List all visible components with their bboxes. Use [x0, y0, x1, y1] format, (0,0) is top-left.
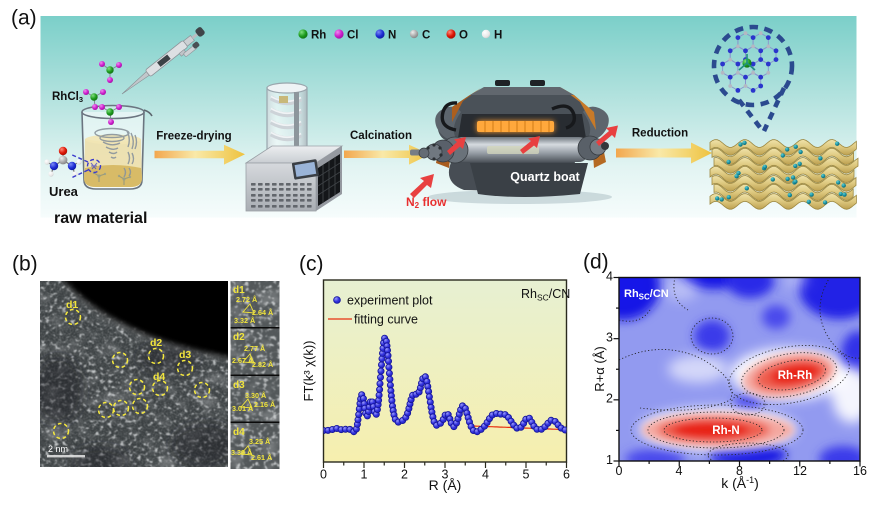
svg-text:5: 5 [523, 468, 530, 482]
svg-text:16: 16 [853, 464, 867, 478]
svg-text:2: 2 [606, 392, 613, 406]
svg-text:raw material: raw material [54, 210, 147, 227]
svg-text:2.77 Å: 2.77 Å [244, 344, 265, 353]
svg-text:4: 4 [606, 270, 613, 284]
svg-text:k (Å-1): k (Å-1) [721, 475, 759, 491]
svg-text:d1: d1 [66, 299, 78, 311]
svg-text:FT(k³ χ(k)): FT(k³ χ(k)) [301, 341, 316, 402]
svg-text:Reduction: Reduction [632, 128, 688, 140]
svg-text:1: 1 [361, 468, 368, 482]
svg-text:Rh-Rh: Rh-Rh [778, 370, 813, 382]
svg-text:Rh: Rh [311, 30, 326, 42]
svg-text:N2 flow: N2 flow [406, 195, 447, 210]
svg-text:Rh-N: Rh-N [712, 425, 739, 437]
svg-text:d3: d3 [179, 349, 191, 361]
svg-text:Urea: Urea [49, 184, 79, 199]
svg-text:2.72 Å: 2.72 Å [236, 295, 257, 304]
svg-text:12: 12 [793, 464, 807, 478]
svg-text:2.64 Å: 2.64 Å [252, 308, 273, 317]
svg-text:(a): (a) [11, 7, 37, 30]
svg-text:4: 4 [482, 468, 489, 482]
svg-text:2: 2 [401, 468, 408, 482]
svg-text:2.16 Å: 2.16 Å [254, 400, 275, 409]
svg-text:3.39 Å: 3.39 Å [231, 448, 252, 457]
svg-text:fitting curve: fitting curve [354, 313, 418, 327]
svg-text:R (Å): R (Å) [429, 477, 462, 493]
svg-text:d2: d2 [233, 332, 245, 343]
svg-text:O: O [459, 30, 468, 42]
svg-text:H: H [494, 30, 502, 42]
svg-text:3: 3 [606, 331, 613, 345]
svg-text:3.01 Å: 3.01 Å [232, 404, 253, 413]
svg-text:2.82 Å: 2.82 Å [252, 360, 273, 369]
svg-text:R+α (Å): R+α (Å) [592, 346, 607, 391]
svg-text:3: 3 [442, 468, 449, 482]
svg-text:2.67 Å: 2.67 Å [232, 356, 253, 365]
svg-text:(d): (d) [583, 251, 609, 274]
svg-text:Freeze-drying: Freeze-drying [156, 131, 231, 143]
svg-text:0: 0 [616, 464, 623, 478]
svg-text:Calcination: Calcination [350, 130, 412, 142]
svg-text:d2: d2 [150, 337, 162, 349]
svg-text:1: 1 [606, 453, 613, 467]
svg-text:3.25 Å: 3.25 Å [249, 437, 270, 446]
svg-text:N: N [388, 30, 396, 42]
svg-text:RhSC/CN: RhSC/CN [521, 287, 570, 303]
svg-text:d4: d4 [233, 427, 245, 438]
svg-text:(b): (b) [12, 253, 38, 276]
svg-text:2.61 Å: 2.61 Å [251, 453, 272, 462]
svg-text:RhCl3: RhCl3 [52, 91, 83, 104]
svg-text:Quartz boat: Quartz boat [510, 170, 580, 184]
svg-text:Cl: Cl [347, 30, 359, 42]
svg-text:2 nm: 2 nm [48, 444, 68, 454]
svg-text:d1: d1 [233, 285, 245, 296]
svg-text:(c): (c) [299, 253, 324, 276]
svg-text:4: 4 [676, 464, 683, 478]
svg-text:6: 6 [563, 468, 570, 482]
svg-text:3.32 Å: 3.32 Å [234, 316, 255, 325]
svg-text:0: 0 [320, 468, 327, 482]
svg-text:8: 8 [736, 464, 743, 478]
svg-text:d4: d4 [153, 371, 165, 383]
svg-text:d3: d3 [233, 380, 245, 391]
svg-text:RhSC/CN: RhSC/CN [624, 288, 669, 302]
svg-text:C: C [422, 30, 430, 42]
svg-text:experiment plot: experiment plot [347, 294, 433, 308]
svg-text:3.30 Å: 3.30 Å [245, 391, 266, 400]
